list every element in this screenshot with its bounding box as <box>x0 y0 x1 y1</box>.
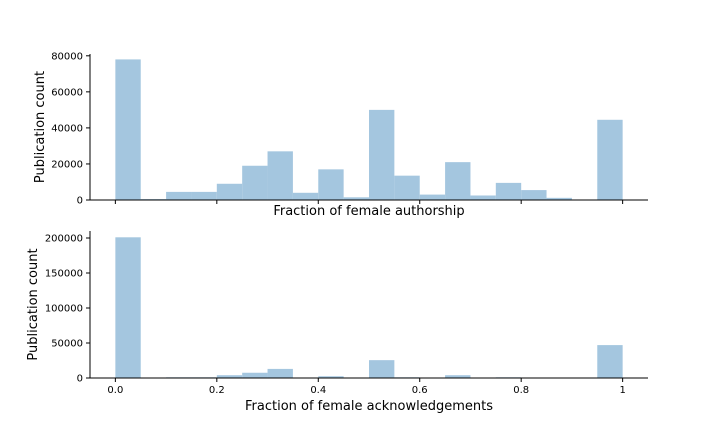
histogram-bar <box>267 151 293 200</box>
y-tick-label: 60000 <box>51 87 83 98</box>
x-tick-label: 0.0 <box>107 385 123 396</box>
y-tick-label: 0 <box>77 196 83 207</box>
histogram-bar <box>369 360 395 378</box>
x-tick-label: 0.4 <box>310 385 326 396</box>
y-tick-label: 80000 <box>51 51 83 62</box>
histogram-bar <box>115 237 141 378</box>
y-tick-label: 100000 <box>45 304 83 315</box>
x-tick-label: 1 <box>619 385 625 396</box>
y-tick-label: 40000 <box>51 123 83 134</box>
y-tick-label: 0 <box>77 374 83 385</box>
histogram-bar <box>318 376 344 378</box>
y-tick-label: 20000 <box>51 159 83 170</box>
histogram-bar <box>292 192 319 200</box>
x-tick-label: 0.8 <box>513 385 529 396</box>
histogram-bar <box>597 119 623 200</box>
histogram-bar <box>445 162 471 200</box>
histogram-bar <box>597 345 623 378</box>
x-tick-label: 0.2 <box>209 385 225 396</box>
x-axis-label: Fraction of female acknowledgements <box>245 399 493 414</box>
histogram-bar <box>166 191 192 200</box>
histogram-bar <box>216 183 243 200</box>
histogram-bar <box>242 165 268 200</box>
y-tick-label: 150000 <box>45 269 83 280</box>
histogram-bar <box>216 375 243 378</box>
y-axis-label: Publication count <box>33 71 48 183</box>
authorship-histogram-panel: 0 20000 40000 60000 80000 Fraction of female … <box>33 51 648 219</box>
y-tick-label: 50000 <box>51 339 83 350</box>
histogram-bar <box>495 182 522 200</box>
y-tick-label: 200000 <box>45 234 83 245</box>
histogram-bar <box>470 195 496 200</box>
y-axis-label: Publication count <box>26 248 41 360</box>
histogram-bar <box>191 191 217 200</box>
histogram-bar <box>318 169 344 200</box>
histogram-bar <box>521 190 547 200</box>
histogram-bar <box>419 194 446 200</box>
histogram-bar <box>343 197 369 200</box>
histogram-bar <box>369 109 395 200</box>
histogram-bar <box>546 197 572 200</box>
acknowledgements-histogram-panel: 0 50000 100000 150000 200000 0.0 0.2 0.4 0.6 0.8 1… <box>26 231 648 414</box>
x-axis-label: Fraction of female authorship <box>273 204 464 219</box>
histogram-bar <box>394 175 420 200</box>
x-tick-label: 0.6 <box>412 385 428 396</box>
histogram-bar <box>115 59 141 200</box>
histogram-bar <box>242 372 268 378</box>
histogram-bar <box>267 368 293 378</box>
histogram-bar <box>445 375 471 378</box>
